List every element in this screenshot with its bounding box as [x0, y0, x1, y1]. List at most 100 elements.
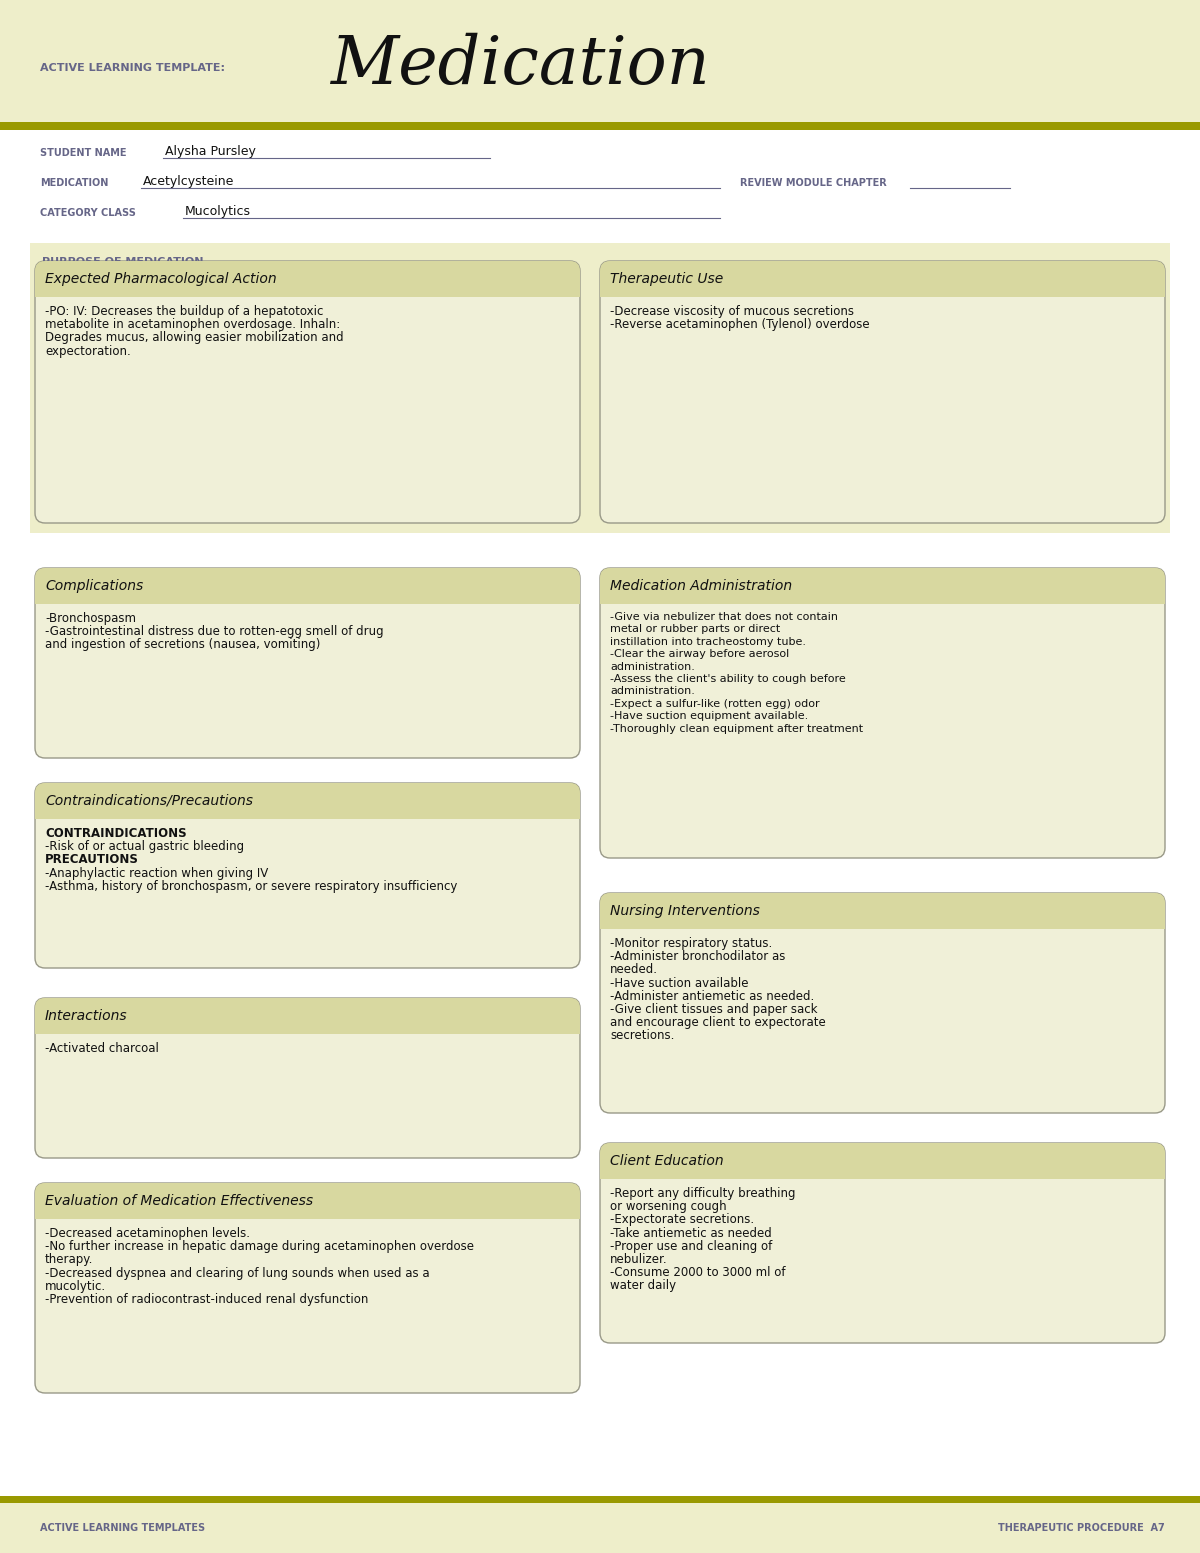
FancyBboxPatch shape: [35, 1183, 580, 1393]
FancyBboxPatch shape: [600, 261, 1165, 297]
Bar: [600, 280, 1165, 297]
Text: -Risk of or actual gastric bleeding: -Risk of or actual gastric bleeding: [46, 840, 244, 853]
Text: Complications: Complications: [46, 579, 143, 593]
Text: Mucolytics: Mucolytics: [185, 205, 251, 217]
Text: -Thoroughly clean equipment after treatment: -Thoroughly clean equipment after treatm…: [610, 724, 863, 733]
Text: -PO: IV: Decreases the buildup of a hepatotoxic: -PO: IV: Decreases the buildup of a hepa…: [46, 304, 323, 318]
Text: Medication Administration: Medication Administration: [610, 579, 792, 593]
Text: -Reverse acetaminophen (Tylenol) overdose: -Reverse acetaminophen (Tylenol) overdos…: [610, 318, 870, 331]
Text: expectoration.: expectoration.: [46, 345, 131, 357]
Text: -Asthma, history of bronchospasm, or severe respiratory insufficiency: -Asthma, history of bronchospasm, or sev…: [46, 879, 457, 893]
FancyBboxPatch shape: [600, 1143, 1165, 1343]
Text: -Expect a sulfur-like (rotten egg) odor: -Expect a sulfur-like (rotten egg) odor: [610, 699, 820, 708]
Text: -Administer antiemetic as needed.: -Administer antiemetic as needed.: [610, 989, 815, 1003]
FancyBboxPatch shape: [600, 893, 1165, 929]
Text: -Monitor respiratory status.: -Monitor respiratory status.: [610, 936, 773, 950]
Text: -Decreased acetaminophen levels.: -Decreased acetaminophen levels.: [46, 1227, 250, 1239]
Text: Contraindications/Precautions: Contraindications/Precautions: [46, 794, 253, 808]
Text: Interactions: Interactions: [46, 1009, 127, 1023]
FancyBboxPatch shape: [35, 1183, 580, 1219]
Bar: [35, 585, 580, 604]
Bar: [0, 123, 1200, 130]
Text: -Decrease viscosity of mucous secretions: -Decrease viscosity of mucous secretions: [610, 304, 854, 318]
Bar: [35, 1016, 580, 1034]
Bar: [35, 801, 580, 818]
Bar: [0, 0, 1200, 130]
Bar: [30, 242, 1170, 533]
Text: -Anaphylactic reaction when giving IV: -Anaphylactic reaction when giving IV: [46, 867, 269, 879]
Text: -Consume 2000 to 3000 ml of: -Consume 2000 to 3000 ml of: [610, 1266, 786, 1280]
Bar: [0, 1503, 1200, 1553]
Bar: [35, 280, 580, 297]
FancyBboxPatch shape: [35, 568, 580, 758]
Text: needed.: needed.: [610, 963, 658, 977]
Bar: [0, 1496, 1200, 1503]
Bar: [600, 1162, 1165, 1179]
Text: THERAPEUTIC PROCEDURE  A7: THERAPEUTIC PROCEDURE A7: [998, 1523, 1165, 1533]
Text: Alysha Pursley: Alysha Pursley: [166, 144, 256, 158]
Text: secretions.: secretions.: [610, 1030, 674, 1042]
Text: metabolite in acetaminophen overdosage. Inhaln:: metabolite in acetaminophen overdosage. …: [46, 318, 341, 331]
Text: -Bronchospasm: -Bronchospasm: [46, 612, 136, 624]
Text: or worsening cough: or worsening cough: [610, 1200, 727, 1213]
FancyBboxPatch shape: [600, 1143, 1165, 1179]
FancyBboxPatch shape: [35, 999, 580, 1034]
Text: therapy.: therapy.: [46, 1253, 94, 1266]
Text: ACTIVE LEARNING TEMPLATE:: ACTIVE LEARNING TEMPLATE:: [40, 64, 226, 73]
Text: nebulizer.: nebulizer.: [610, 1253, 667, 1266]
FancyBboxPatch shape: [600, 568, 1165, 857]
FancyBboxPatch shape: [35, 568, 580, 604]
Text: Therapeutic Use: Therapeutic Use: [610, 272, 724, 286]
Text: -Give via nebulizer that does not contain: -Give via nebulizer that does not contai…: [610, 612, 838, 623]
Bar: [600, 585, 1165, 604]
Text: -Prevention of radiocontrast-induced renal dysfunction: -Prevention of radiocontrast-induced ren…: [46, 1294, 368, 1306]
Text: administration.: administration.: [610, 662, 695, 671]
FancyBboxPatch shape: [35, 783, 580, 818]
Text: -Decreased dyspnea and clearing of lung sounds when used as a: -Decreased dyspnea and clearing of lung …: [46, 1267, 430, 1280]
Text: -Gastrointestinal distress due to rotten-egg smell of drug: -Gastrointestinal distress due to rotten…: [46, 626, 384, 638]
FancyBboxPatch shape: [600, 893, 1165, 1114]
Text: -Administer bronchodilator as: -Administer bronchodilator as: [610, 950, 785, 963]
Text: Degrades mucus, allowing easier mobilization and: Degrades mucus, allowing easier mobiliza…: [46, 331, 343, 345]
Text: Medication: Medication: [330, 33, 709, 98]
Text: -No further increase in hepatic damage during acetaminophen overdose: -No further increase in hepatic damage d…: [46, 1241, 474, 1253]
Text: CATEGORY CLASS: CATEGORY CLASS: [40, 208, 136, 217]
Text: STUDENT NAME: STUDENT NAME: [40, 148, 126, 158]
FancyBboxPatch shape: [600, 568, 1165, 604]
Text: -Report any difficulty breathing: -Report any difficulty breathing: [610, 1186, 796, 1200]
FancyBboxPatch shape: [600, 261, 1165, 523]
Text: -Assess the client's ability to cough before: -Assess the client's ability to cough be…: [610, 674, 846, 683]
Text: and encourage client to expectorate: and encourage client to expectorate: [610, 1016, 826, 1030]
Text: -Proper use and cleaning of: -Proper use and cleaning of: [610, 1239, 773, 1253]
Text: Acetylcysteine: Acetylcysteine: [143, 175, 234, 188]
Text: Nursing Interventions: Nursing Interventions: [610, 904, 760, 918]
Text: administration.: administration.: [610, 686, 695, 696]
Text: MEDICATION: MEDICATION: [40, 179, 108, 188]
Text: Client Education: Client Education: [610, 1154, 724, 1168]
Text: CONTRAINDICATIONS: CONTRAINDICATIONS: [46, 828, 187, 840]
Text: and ingestion of secretions (nausea, vomiting): and ingestion of secretions (nausea, vom…: [46, 638, 320, 651]
Text: -Have suction equipment available.: -Have suction equipment available.: [610, 711, 809, 721]
Bar: [600, 912, 1165, 929]
Bar: [35, 1200, 580, 1219]
Text: -Expectorate secretions.: -Expectorate secretions.: [610, 1213, 754, 1227]
FancyBboxPatch shape: [35, 783, 580, 968]
Text: -Have suction available: -Have suction available: [610, 977, 749, 989]
Text: Evaluation of Medication Effectiveness: Evaluation of Medication Effectiveness: [46, 1194, 313, 1208]
Text: mucolytic.: mucolytic.: [46, 1280, 106, 1292]
Text: water daily: water daily: [610, 1280, 676, 1292]
Text: PURPOSE OF MEDICATION: PURPOSE OF MEDICATION: [42, 256, 204, 267]
Text: -Take antiemetic as needed: -Take antiemetic as needed: [610, 1227, 772, 1239]
Text: -Activated charcoal: -Activated charcoal: [46, 1042, 158, 1054]
Text: REVIEW MODULE CHAPTER: REVIEW MODULE CHAPTER: [740, 179, 887, 188]
Text: instillation into tracheostomy tube.: instillation into tracheostomy tube.: [610, 637, 806, 646]
Text: Expected Pharmacological Action: Expected Pharmacological Action: [46, 272, 277, 286]
FancyBboxPatch shape: [35, 261, 580, 297]
Text: ACTIVE LEARNING TEMPLATES: ACTIVE LEARNING TEMPLATES: [40, 1523, 205, 1533]
FancyBboxPatch shape: [35, 261, 580, 523]
Text: metal or rubber parts or direct: metal or rubber parts or direct: [610, 624, 780, 634]
Text: -Clear the airway before aerosol: -Clear the airway before aerosol: [610, 649, 790, 658]
FancyBboxPatch shape: [35, 999, 580, 1159]
Text: -Give client tissues and paper sack: -Give client tissues and paper sack: [610, 1003, 817, 1016]
Text: PRECAUTIONS: PRECAUTIONS: [46, 853, 139, 867]
